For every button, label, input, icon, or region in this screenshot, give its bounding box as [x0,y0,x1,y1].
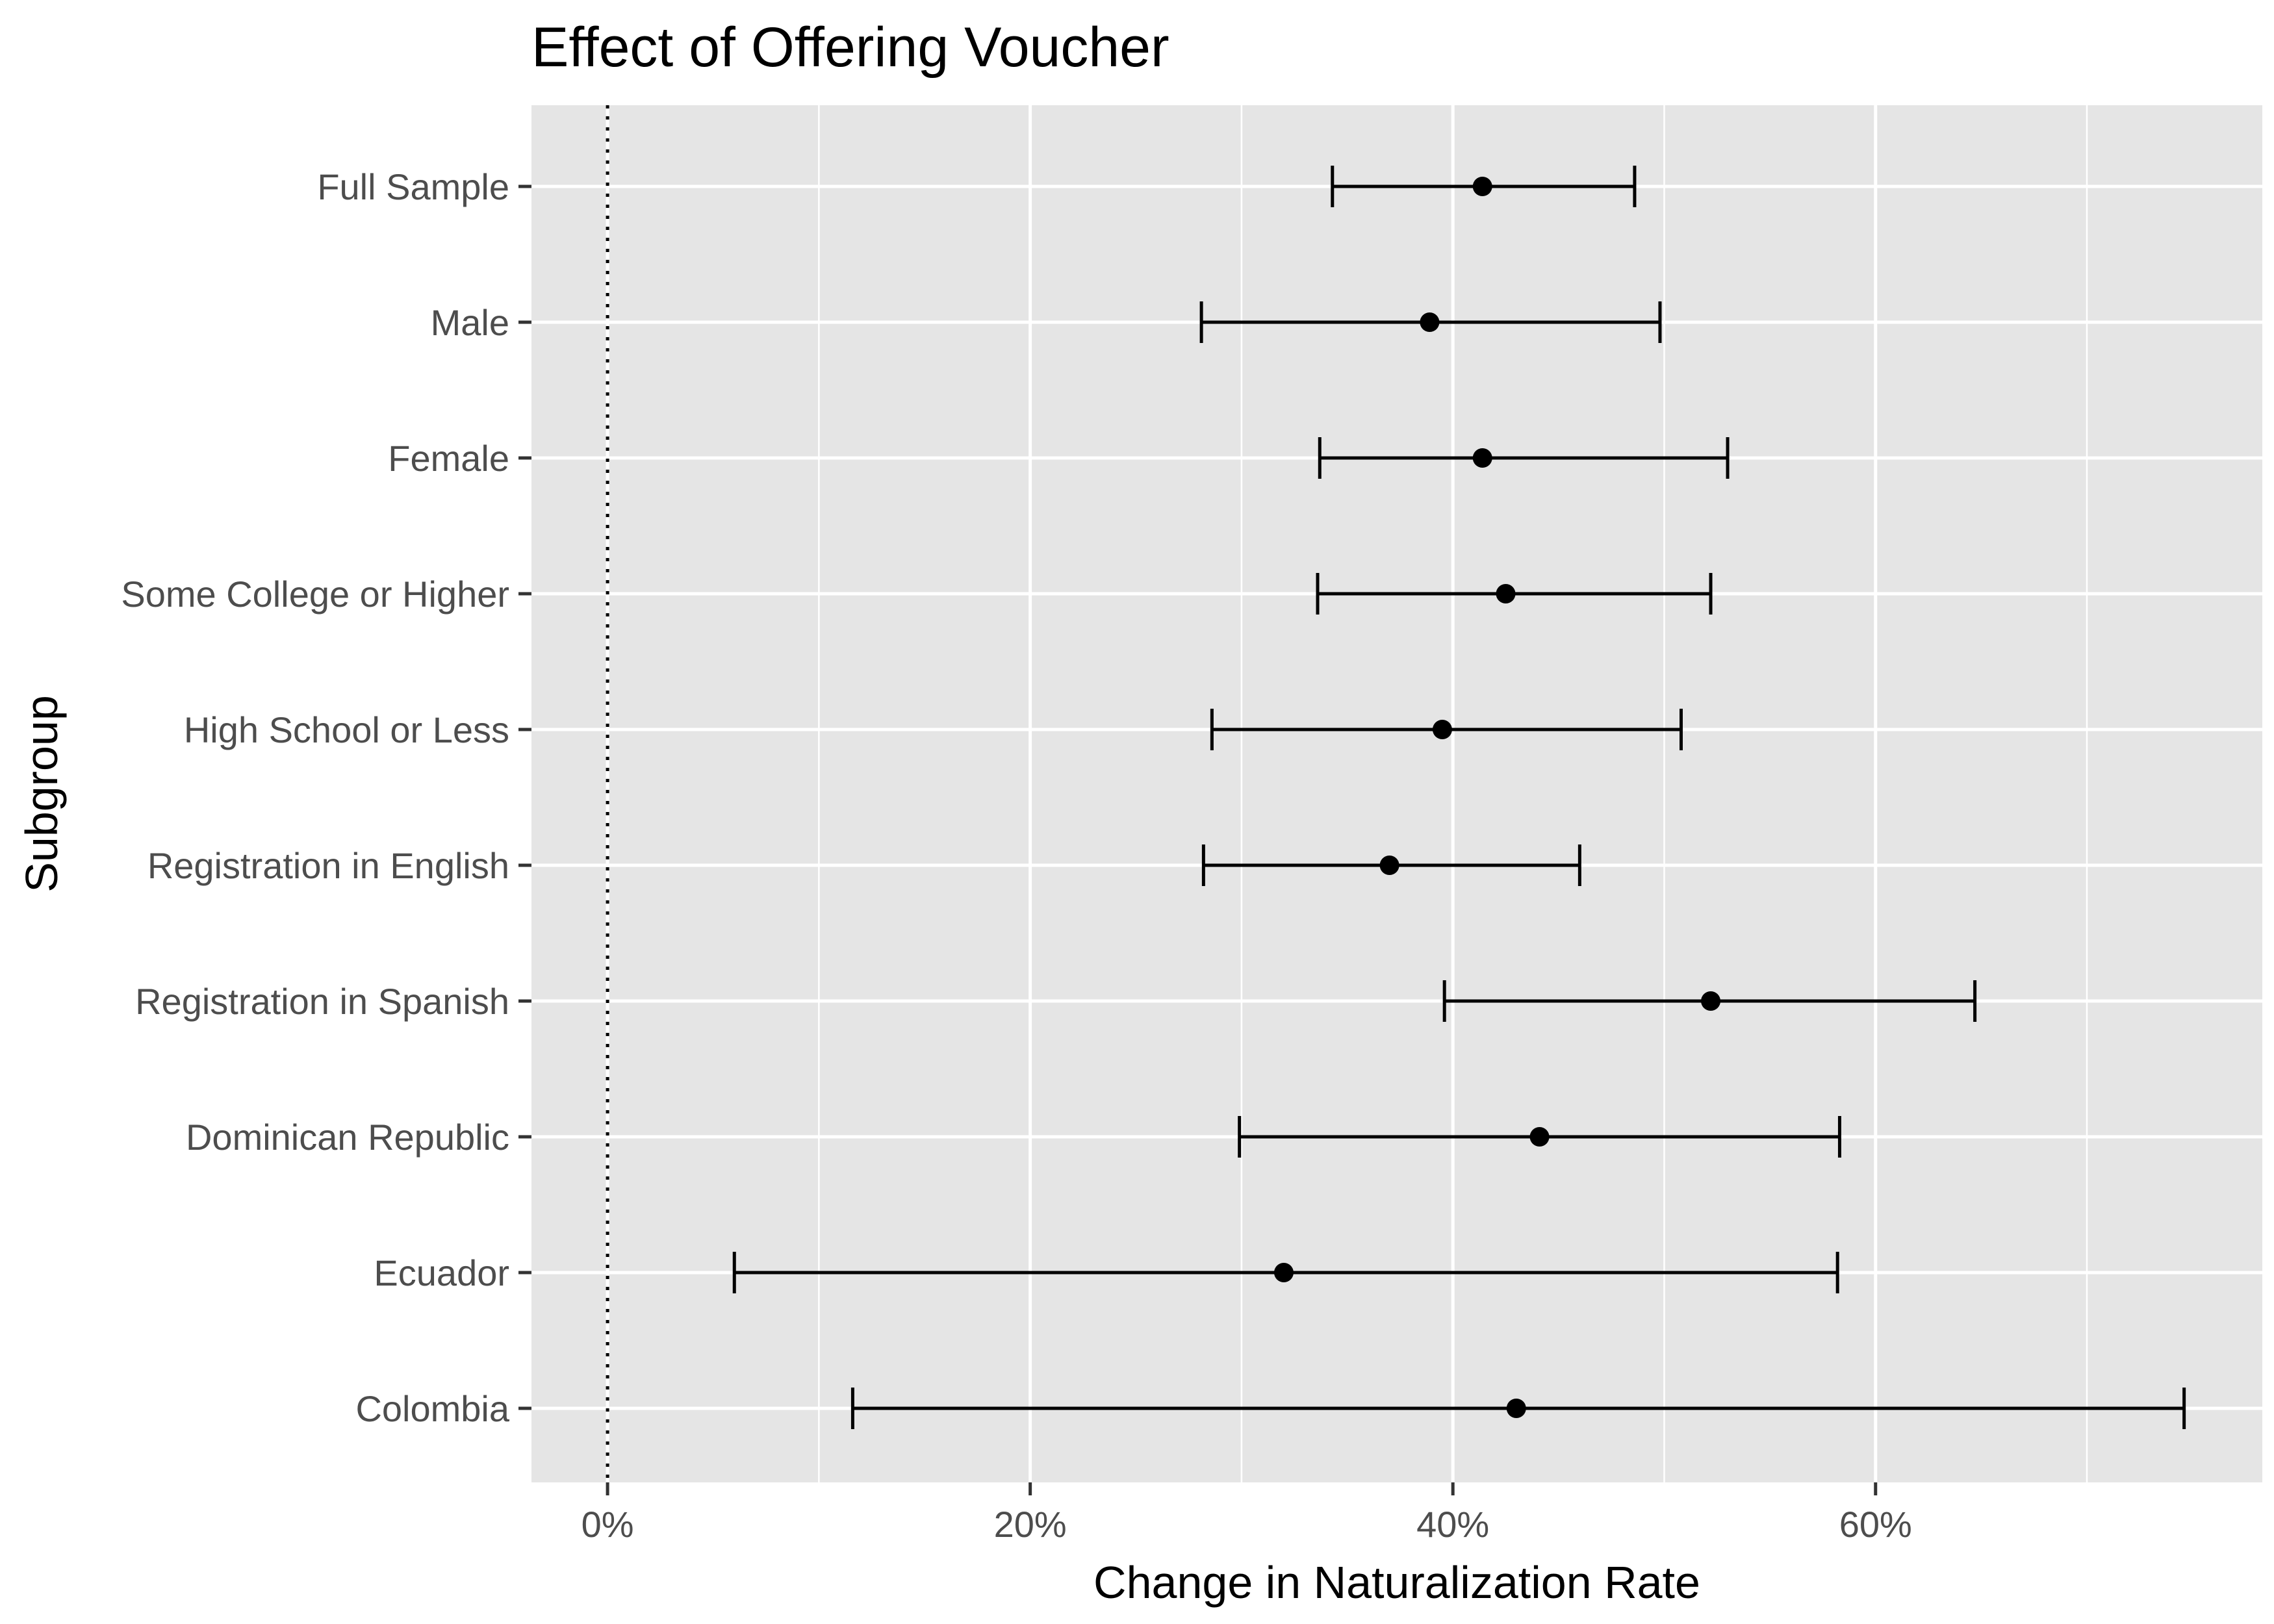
point-estimate [1273,1263,1294,1282]
y-tick-label: Full Sample [317,166,509,207]
y-tick-label: Registration in English [147,845,509,886]
x-tick-label: 40% [1416,1504,1489,1545]
y-tick-label: Some College or Higher [121,574,509,615]
point-estimates [1273,177,1721,1418]
point-estimate [1506,1399,1526,1418]
y-tick-label: Male [431,302,509,343]
point-estimate [1432,720,1452,739]
y-tick-label: Registration in Spanish [135,981,509,1022]
y-axis-title: Subgroup [16,695,67,893]
point-estimate [1420,312,1440,332]
plot-panel [531,105,2262,1482]
y-tick-label: Ecuador [374,1252,509,1293]
y-tick-label: High School or Less [184,709,509,750]
x-tick-label: 0% [581,1504,634,1545]
y-tick-label: Female [388,438,509,479]
x-tick-label: 60% [1839,1504,1912,1545]
point-estimate [1379,856,1399,875]
x-axis-title: Change in Naturalization Rate [1093,1557,1700,1608]
point-estimate [1529,1127,1550,1147]
y-tick-label: Colombia [355,1388,509,1429]
y-axis: Full Sample Male Female Some College or Hig… [121,166,531,1429]
point-estimate [1496,584,1516,603]
point-estimate [1701,991,1721,1011]
minor-gridlines [818,105,2088,1482]
y-tick-label: Dominican Republic [186,1117,509,1158]
chart-title: Effect of Offering Voucher [531,16,1169,79]
x-tick-label: 20% [994,1504,1067,1545]
x-axis: 0% 20% 40% 60% [581,1482,1912,1545]
point-estimate [1472,177,1492,196]
point-estimate [1472,448,1492,468]
